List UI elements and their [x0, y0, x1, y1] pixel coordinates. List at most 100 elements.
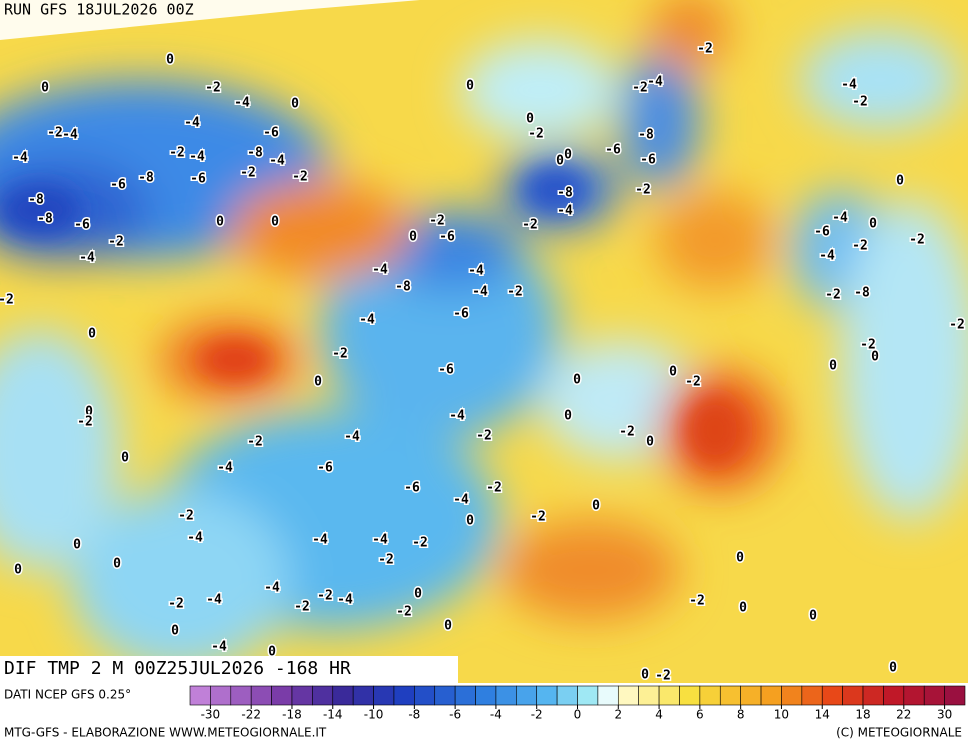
- contour-label: -2: [108, 235, 124, 250]
- colorbar: -30 -22 -18 -14 -10 -8 -6 -4 -2 0 2 4 6 8 10 14 18 22 30: [189, 685, 966, 722]
- contour-label: 0: [526, 112, 534, 127]
- contour-label: 0: [669, 365, 677, 380]
- contour-labels: 00 -2-4 0-4-2 -4 -6-2 -4 -8-4-4-6 -8 -6 -2 -2-8-8-…: [0, 40, 966, 685]
- contour-label: -4: [206, 593, 222, 608]
- contour-label: -8: [395, 280, 411, 295]
- contour-label: 0: [466, 79, 474, 94]
- legend-tick-label: -2: [531, 708, 543, 722]
- contour-label: 0: [556, 154, 564, 169]
- contour-label: -2: [825, 288, 841, 303]
- contour-label: -6: [110, 178, 126, 193]
- contour-label: -2: [528, 127, 544, 142]
- color-swatch: [414, 685, 436, 706]
- legend-tick-label: -10: [364, 708, 384, 722]
- footer-right: (C) METEOGIORNALE: [836, 726, 962, 740]
- contour-label: 0: [739, 601, 747, 616]
- color-swatch: [719, 685, 741, 706]
- color-swatch: [842, 685, 864, 706]
- contour-label: -6: [438, 363, 454, 378]
- contour-label: -2: [685, 375, 701, 390]
- contour-label: -4: [841, 78, 857, 93]
- contour-label: 0: [268, 645, 276, 660]
- contour-label: 0: [414, 587, 422, 602]
- contour-label: -4: [449, 409, 465, 424]
- color-swatch: [801, 685, 823, 706]
- contour-label: -8: [638, 128, 654, 143]
- color-swatch: [373, 685, 395, 706]
- color-swatch: [862, 685, 884, 706]
- footer-left: MTG-GFS - ELABORAZIONE WWW.METEOGIORNALE…: [4, 726, 327, 740]
- contour-label: -2: [0, 293, 14, 308]
- contour-label: -2: [205, 81, 221, 96]
- contour-label: -4: [819, 249, 835, 264]
- contour-label: -2: [507, 285, 523, 300]
- contour-label: -2: [655, 669, 671, 684]
- legend-tick-label: -14: [323, 708, 343, 722]
- contour-label: -2: [294, 600, 310, 615]
- contour-label: -6: [263, 126, 279, 141]
- color-swatch: [434, 685, 456, 706]
- contour-label: -2: [697, 42, 713, 57]
- color-swatch: [740, 685, 762, 706]
- legend-tick-label: -8: [408, 708, 420, 722]
- color-swatch: [475, 685, 497, 706]
- color-swatch: [577, 685, 599, 706]
- contour-label: -4: [453, 493, 469, 508]
- contour-label: 0: [869, 217, 877, 232]
- contour-label: -6: [605, 143, 621, 158]
- contour-label: -2: [689, 594, 705, 609]
- contour-label: -4: [372, 263, 388, 278]
- color-swatch: [332, 685, 354, 706]
- contour-label: -4: [832, 211, 848, 226]
- contour-label: -4: [217, 461, 233, 476]
- contour-label: -2: [292, 170, 308, 185]
- color-swatch: [495, 685, 517, 706]
- contour-label: -2: [852, 239, 868, 254]
- color-swatch: [821, 685, 843, 706]
- contour-label: -2: [378, 553, 394, 568]
- contour-label: 0: [73, 538, 81, 553]
- contour-label: -4: [12, 151, 28, 166]
- contour-label: -4: [269, 154, 285, 169]
- color-swatch: [291, 685, 313, 706]
- contour-label: 0: [409, 230, 417, 245]
- contour-label: -8: [557, 186, 573, 201]
- color-swatch: [210, 685, 232, 706]
- contour-label: -6: [317, 461, 333, 476]
- color-swatch: [781, 685, 803, 706]
- contour-label: -2: [332, 347, 348, 362]
- contour-label: 0: [314, 375, 322, 390]
- title-box: [0, 656, 458, 683]
- contour-label: -4: [359, 313, 375, 328]
- legend-tick-label: 6: [696, 708, 704, 722]
- color-swatch: [903, 685, 925, 706]
- legend-tick-label: -18: [282, 708, 302, 722]
- contour-label: 0: [85, 405, 93, 420]
- legend-tick-label: 0: [574, 708, 582, 722]
- contour-label: 0: [166, 53, 174, 68]
- legend-tick-label: -22: [241, 708, 261, 722]
- contour-label: 0: [592, 499, 600, 514]
- map-field: [0, 0, 968, 683]
- contour-label: 0: [736, 551, 744, 566]
- contour-label: 0: [88, 327, 96, 342]
- color-swatch: [230, 685, 252, 706]
- contour-label: -2: [522, 218, 538, 233]
- color-swatch: [679, 685, 701, 706]
- contour-label: -2: [909, 233, 925, 248]
- legend-tick-label: 22: [896, 708, 911, 722]
- contour-label: 0: [889, 661, 897, 676]
- contour-label: -2: [168, 597, 184, 612]
- contour-label: 0: [466, 514, 474, 529]
- color-swatch: [271, 685, 293, 706]
- contour-label: 0: [271, 215, 279, 230]
- contour-label: 0: [41, 81, 49, 96]
- contour-label: -4: [372, 533, 388, 548]
- color-swatch: [760, 685, 782, 706]
- legend-tick-label: 10: [774, 708, 789, 722]
- contour-label: -8: [138, 171, 154, 186]
- color-swatch: [638, 685, 660, 706]
- contour-label: -2: [169, 146, 185, 161]
- contour-label: -4: [187, 531, 203, 546]
